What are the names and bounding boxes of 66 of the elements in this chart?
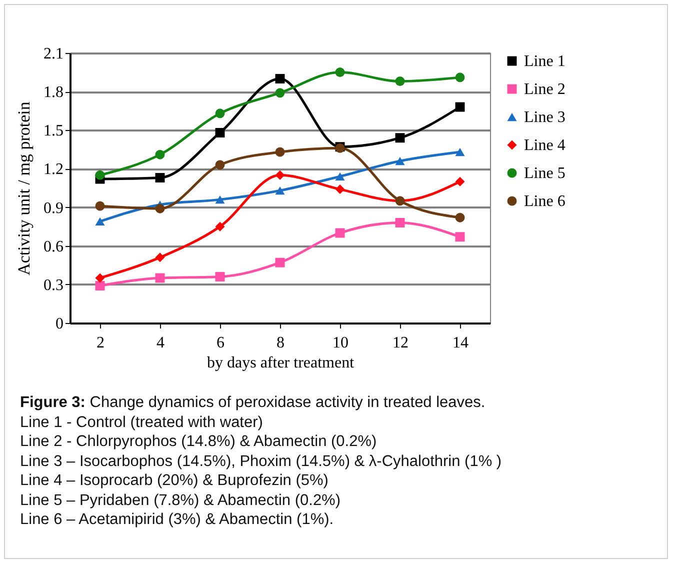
legend-label: Line 1 bbox=[524, 53, 566, 70]
y-tick-label: 0.6 bbox=[44, 238, 64, 256]
y-tick-label: 1.5 bbox=[44, 122, 64, 140]
legend-label: Line 4 bbox=[524, 137, 566, 154]
point bbox=[395, 133, 405, 143]
point bbox=[155, 150, 165, 160]
point bbox=[95, 280, 105, 290]
point bbox=[215, 195, 225, 204]
x-tick-label: 2 bbox=[96, 334, 104, 352]
point bbox=[395, 156, 405, 166]
point bbox=[215, 128, 225, 138]
text: Line 5 – Pyridaben (7.8%) & Abamectin (0.2%) bbox=[20, 490, 342, 510]
y-tick-label: 1.2 bbox=[44, 161, 64, 178]
point bbox=[95, 273, 105, 283]
point bbox=[455, 232, 465, 242]
text: Line 2 - Chlorpyrophos (14.8%) & Abamectin (0.2%) bbox=[20, 432, 378, 452]
y-tick-label: 0.9 bbox=[44, 200, 64, 217]
text: Line 6 – Acetamipirid (3%) & Abamectin (1%). bbox=[20, 510, 335, 530]
y-tick-label: 0 bbox=[56, 316, 64, 332]
point bbox=[95, 201, 105, 211]
point bbox=[335, 68, 345, 78]
legend-label: Line 5 bbox=[524, 165, 566, 182]
caption: Figure 3: Change dynamics of peroxidase activity in treated leaves. bbox=[20, 393, 486, 412]
point bbox=[155, 204, 165, 214]
point bbox=[275, 170, 285, 180]
legend-label: Line 3 bbox=[524, 109, 566, 126]
x-tick-label: 6 bbox=[216, 334, 224, 352]
legend-label: Line 6 bbox=[524, 193, 566, 210]
point bbox=[275, 147, 285, 157]
point bbox=[155, 252, 165, 262]
point bbox=[275, 88, 285, 98]
text: Line 4 – Isoprocarb (20%) & Buprofezin (5%) bbox=[20, 471, 330, 490]
x-tick-label: 12 bbox=[392, 334, 408, 352]
point bbox=[215, 222, 225, 232]
x-tick-label: 4 bbox=[156, 334, 164, 352]
text: Line 3 – Isocarbophos (14.5%), Phoxim (14.5%) & λ-Cyhalothrin (1% ) bbox=[20, 452, 502, 471]
legend-label: Line 2 bbox=[524, 81, 566, 98]
point bbox=[155, 172, 165, 182]
point bbox=[275, 258, 285, 268]
point bbox=[275, 74, 285, 84]
x-tick-label: 14 bbox=[452, 334, 468, 352]
y-tick-label: 2.1 bbox=[44, 46, 64, 62]
text: Line 1 - Control (treated with water) bbox=[20, 412, 264, 432]
point bbox=[395, 76, 405, 86]
point bbox=[215, 272, 225, 282]
point bbox=[335, 172, 345, 181]
point bbox=[455, 212, 465, 222]
x-tick-label: 8 bbox=[276, 334, 284, 352]
y-tick-label: 0.3 bbox=[44, 276, 64, 294]
point bbox=[455, 148, 465, 156]
y-tick-label: 1.8 bbox=[44, 84, 64, 102]
y-axis-title: Activity unit / mg protein bbox=[14, 101, 34, 276]
x-tick-label: 10 bbox=[332, 334, 348, 352]
x-axis-title: by days after treatment bbox=[206, 354, 355, 372]
point bbox=[95, 170, 105, 180]
point bbox=[335, 184, 345, 194]
point bbox=[95, 217, 105, 226]
point bbox=[215, 160, 225, 170]
point bbox=[455, 102, 465, 112]
point bbox=[395, 218, 405, 228]
point bbox=[455, 176, 465, 186]
point bbox=[215, 108, 225, 118]
point bbox=[335, 228, 345, 238]
point bbox=[155, 273, 165, 283]
point bbox=[275, 186, 285, 195]
point bbox=[455, 72, 465, 82]
